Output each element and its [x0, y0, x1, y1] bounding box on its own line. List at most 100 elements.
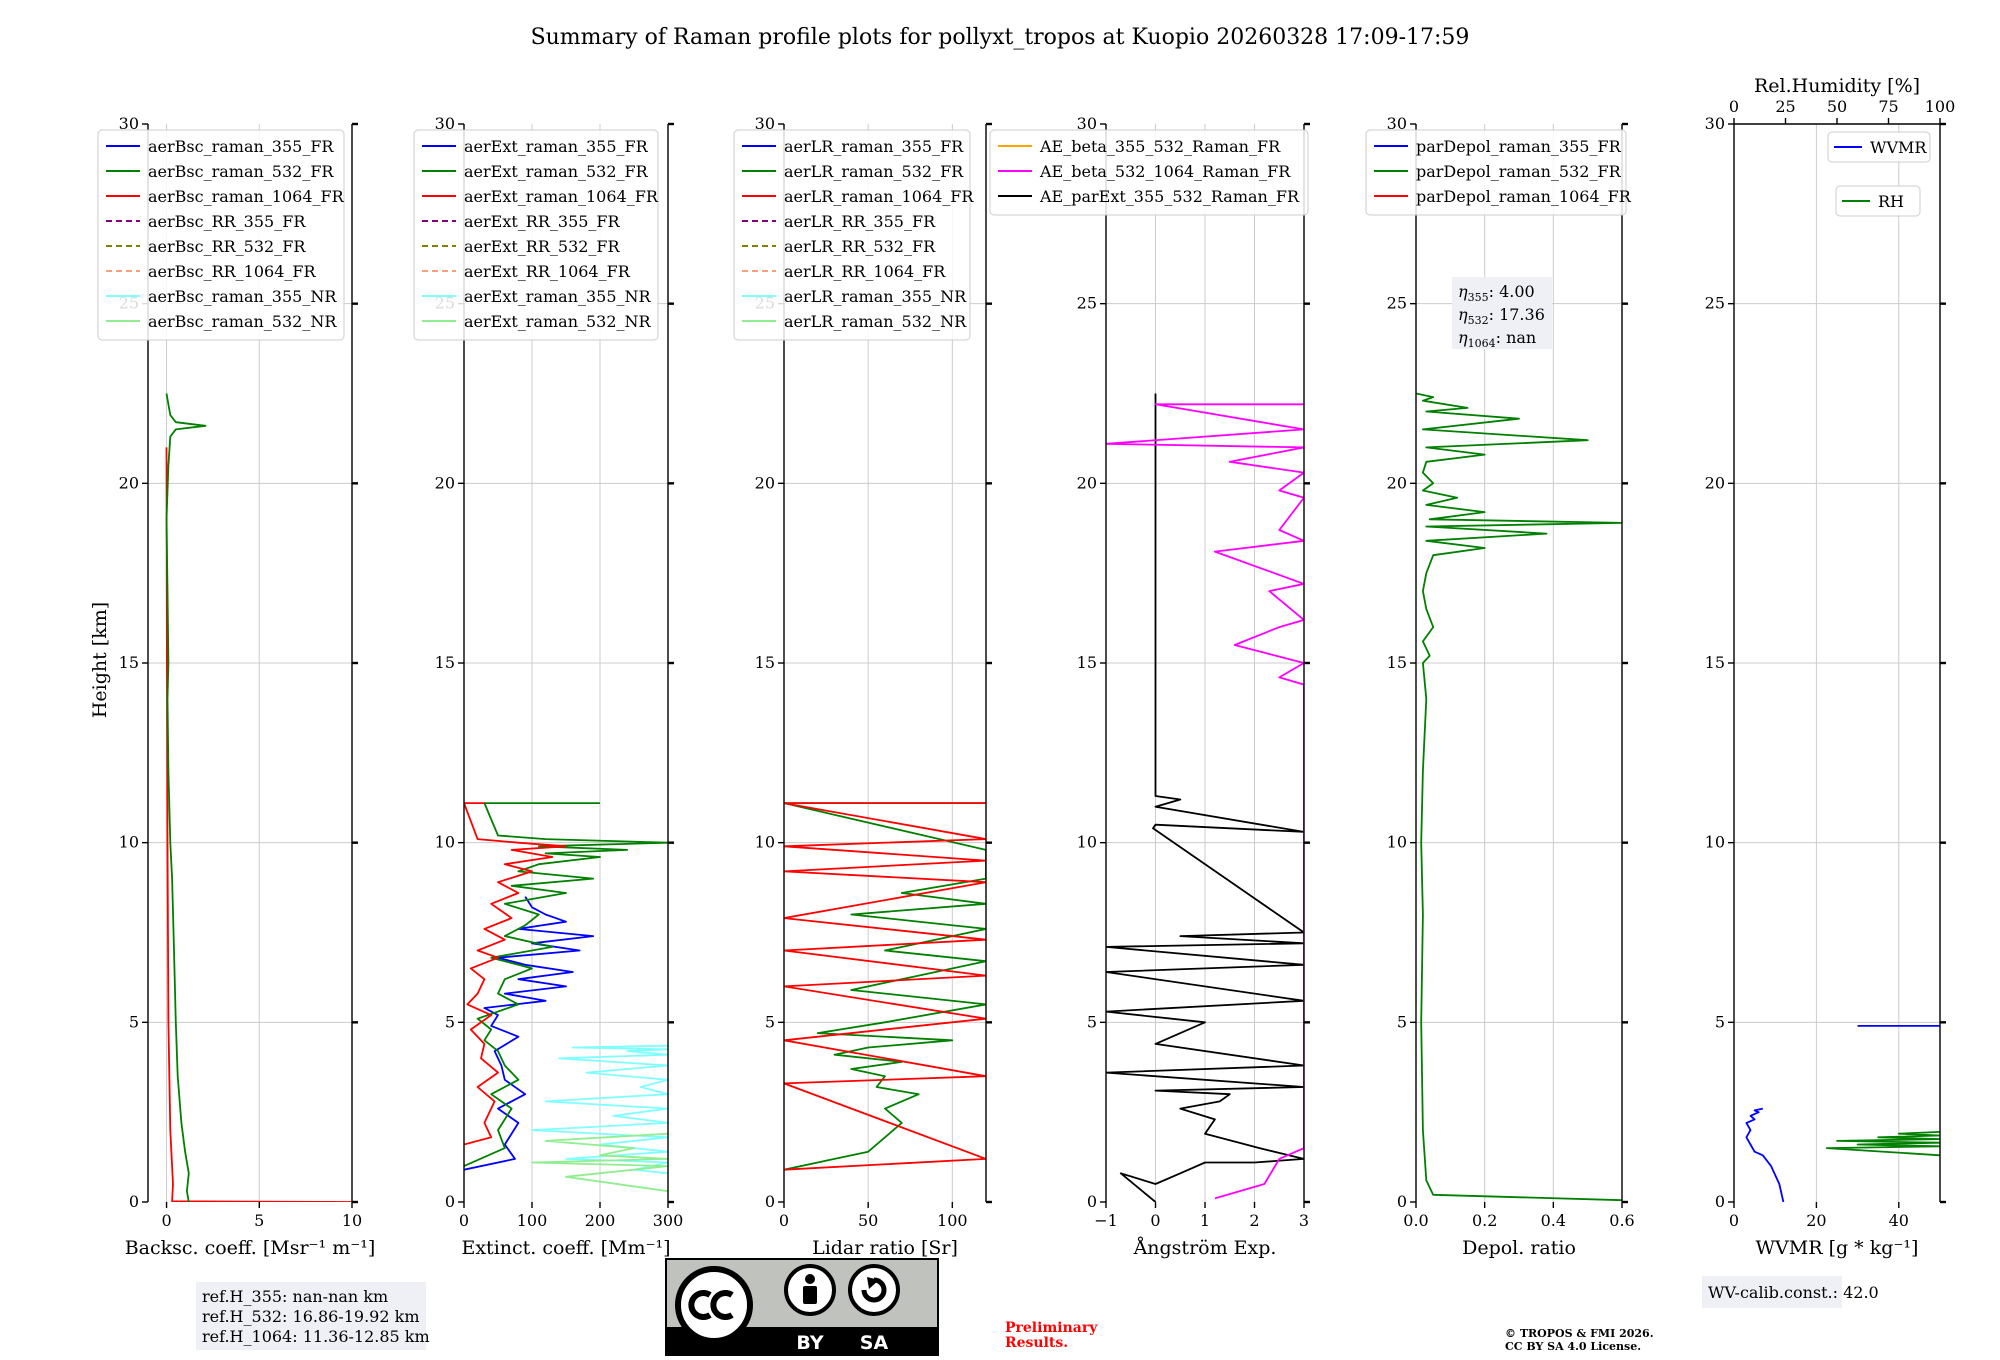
legend-label: aerLR_RR_355_FR [784, 212, 936, 231]
ref-h-1064: ref.H_1064: 11.36-12.85 km [202, 1327, 430, 1346]
legend-label: aerLR_RR_532_FR [784, 237, 936, 256]
y-tick-label: 25 [1705, 294, 1725, 313]
top-x-tick-label: 25 [1775, 97, 1795, 116]
y-tick-label: 0 [1715, 1192, 1725, 1211]
legend-box [1827, 131, 1931, 163]
legend-label: aerLR_raman_355_NR [784, 287, 967, 306]
series-line-aerext-raman-532-fr [464, 802, 668, 1167]
y-tick-label: 20 [1077, 473, 1097, 492]
series-line-aerext-raman-355-fr [464, 896, 595, 1171]
y-tick-label: 30 [119, 114, 139, 133]
eta-subscript: 355 [1468, 291, 1489, 304]
series-line-aerlr-raman-1064-fr [784, 802, 986, 1171]
top-x-tick-label: 50 [1827, 97, 1847, 116]
legend-label: AE_parExt_355_532_Raman_FR [1039, 187, 1300, 206]
y-tick-label: 5 [129, 1012, 139, 1031]
y-tick-label: 10 [119, 833, 139, 852]
panel-4-grid [1106, 124, 1304, 1202]
y-tick-label: 10 [1077, 833, 1097, 852]
y-tick-label: 15 [1705, 653, 1725, 672]
eta-subscript: 1064 [1468, 337, 1496, 350]
series-line-aerbsc-raman-532-fr [165, 393, 207, 1202]
y-tick-label: 0 [1397, 1192, 1407, 1211]
y-tick-label: 20 [119, 473, 139, 492]
panel-6-grid [1734, 124, 1940, 1202]
eta-subscript: 532 [1468, 314, 1489, 327]
panel-2-legend: aerExt_raman_355_FR aerExt_raman_532_FRae… [413, 129, 659, 341]
preliminary-line-1: Preliminary [1005, 1320, 1098, 1336]
legend-box [733, 129, 971, 341]
panel-3: 051015202530050100Lidar ratio [Sr]aerLR_… [733, 114, 992, 1259]
legend-label: parDepol_raman_532_FR [1416, 162, 1622, 181]
series-line-rh [1825, 1131, 1940, 1157]
x-tick-label: 5 [254, 1211, 264, 1230]
y-tick-label: 15 [755, 653, 775, 672]
legend-label: aerLR_raman_1064_FR [784, 187, 974, 206]
cc-license-badge: BY SA [665, 1258, 939, 1356]
top-x-tick-label: 0 [1729, 97, 1739, 116]
x-axis-label: WVMR [g * kg⁻¹] [1756, 1237, 1919, 1259]
y-tick-label: 5 [1397, 1012, 1407, 1031]
y-tick-label: 20 [755, 473, 775, 492]
series-line-aerext-raman-1064-fr [464, 802, 567, 1146]
legend-label: aerExt_raman_1064_FR [464, 187, 659, 206]
y-tick-label: 15 [119, 653, 139, 672]
y-tick-label: 10 [755, 833, 775, 852]
x-tick-label: −1 [1094, 1211, 1118, 1230]
legend-label: aerBsc_RR_1064_FR [148, 262, 317, 281]
legend-label: aerLR_raman_532_FR [784, 162, 964, 181]
legend-label: aerLR_raman_355_FR [784, 137, 964, 156]
y-tick-label: 0 [1087, 1192, 1097, 1211]
legend-label: aerExt_RR_355_FR [464, 212, 621, 231]
cc-by-label: BY [796, 1332, 823, 1354]
panel-5-series [1416, 392, 1622, 1202]
legend-label: aerBsc_RR_532_FR [148, 237, 306, 256]
legend-label: aerLR_raman_532_NR [784, 312, 967, 331]
legend-label: RH [1878, 192, 1904, 211]
cc-letters-icon [688, 1290, 734, 1320]
eta-line: η355: 4.00 [1458, 282, 1535, 304]
y-tick-label: 10 [1387, 833, 1407, 852]
panel-3-series [784, 802, 986, 1171]
panel-1-series [165, 393, 352, 1202]
sa-arrowhead-icon [867, 1277, 879, 1289]
y-tick-label: 15 [1387, 653, 1407, 672]
x-axis-label: Depol. ratio [1462, 1237, 1576, 1259]
legend-box [1365, 129, 1627, 216]
x-tick-label: 200 [585, 1211, 616, 1230]
y-axis-label: Height [km] [89, 602, 111, 718]
eta-line: η1064: nan [1458, 328, 1536, 350]
x-tick-label: 1 [1200, 1211, 1210, 1230]
x-tick-label: 3 [1299, 1211, 1309, 1230]
legend-box [413, 129, 659, 341]
panel-5-grid [1416, 124, 1622, 1202]
y-tick-label: 20 [1705, 473, 1725, 492]
legend-label: aerBsc_raman_532_NR [148, 312, 337, 331]
legend-label: aerExt_RR_1064_FR [464, 262, 631, 281]
by-body-icon [803, 1286, 817, 1304]
eta-symbol: η [1458, 282, 1468, 301]
x-tick-label: 2 [1249, 1211, 1259, 1230]
panel-5: 0 5 10 15 20 25 30 0.0 0.2 0.4 0.6 Depol. ratio parD… [1365, 114, 1635, 1259]
eta-box [1452, 277, 1552, 349]
y-tick-label: 30 [1077, 114, 1097, 133]
panel-6-legend: WVMR RH [1827, 131, 1931, 217]
y-tick-label: 10 [1705, 833, 1725, 852]
y-tick-label: 25 [1387, 294, 1407, 313]
x-axis-label: Backsc. coeff. [Msr⁻¹ m⁻¹] [125, 1237, 376, 1259]
ref-h-532: ref.H_532: 16.86-19.92 km [202, 1307, 420, 1326]
y-tick-label: 30 [435, 114, 455, 133]
wv-calib-box [1702, 1276, 1842, 1308]
y-tick-label: 5 [1087, 1012, 1097, 1031]
legend-label: AE_beta_355_532_Raman_FR [1039, 137, 1281, 156]
y-tick-label: 5 [445, 1012, 455, 1031]
y-tick-label: 10 [435, 833, 455, 852]
legend-box [97, 129, 345, 341]
figure-title: Summary of Raman profile plots for polly… [531, 25, 1470, 50]
x-tick-label: 0 [1150, 1211, 1160, 1230]
x-tick-label: 20 [1806, 1211, 1826, 1230]
